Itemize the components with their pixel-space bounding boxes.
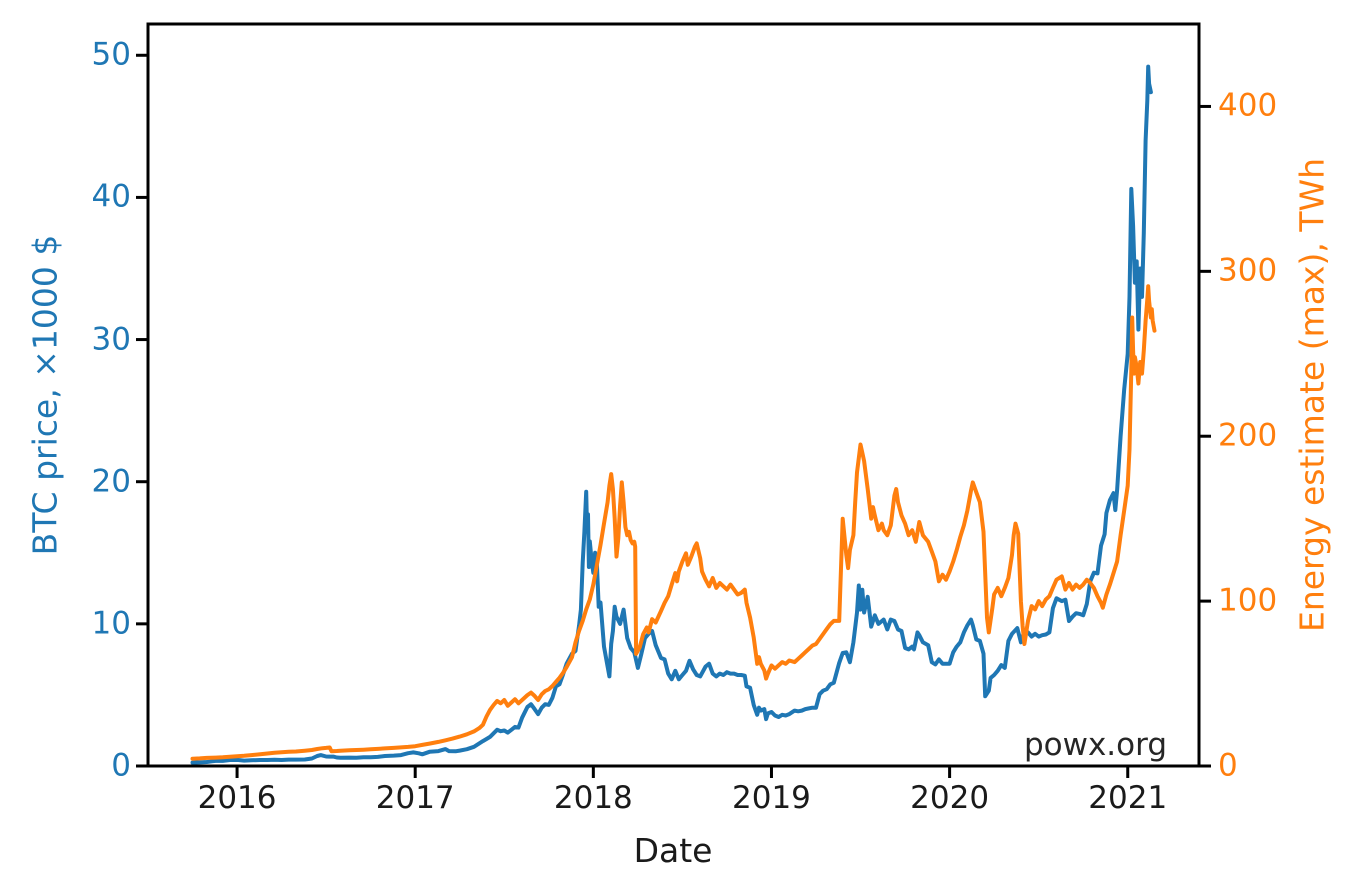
tick-label: 300: [1218, 252, 1278, 289]
tick-label: 2017: [375, 780, 455, 816]
plot-frame: [146, 22, 1201, 768]
tick-label: 10: [91, 605, 131, 642]
tick-label: 2018: [553, 780, 633, 816]
left-y-axis-label: BTC price, ×1000 $: [25, 234, 65, 556]
x-axis-label: Date: [633, 831, 713, 870]
tick-label: 0: [111, 747, 131, 784]
tick-label: 2021: [1088, 780, 1168, 816]
tick-label: 2016: [197, 780, 277, 816]
tick-label: 50: [91, 36, 131, 73]
tick-label: 100: [1218, 582, 1278, 619]
tick-label: 2020: [910, 780, 990, 816]
series-line-0: [190, 64, 1153, 765]
tick-label: 200: [1218, 417, 1278, 454]
series-line-1: [190, 284, 1157, 761]
right-y-axis-label: Energy estimate (max), TWh: [1292, 157, 1332, 633]
tick-label: 2019: [732, 780, 811, 816]
tick-label: 400: [1218, 87, 1278, 124]
watermark-powx-org: powx.org: [1023, 727, 1167, 763]
tick-label: 40: [91, 178, 131, 215]
tick-label: 30: [91, 321, 131, 358]
tick-label: 0: [1218, 747, 1238, 784]
tick-label: 20: [91, 463, 131, 500]
